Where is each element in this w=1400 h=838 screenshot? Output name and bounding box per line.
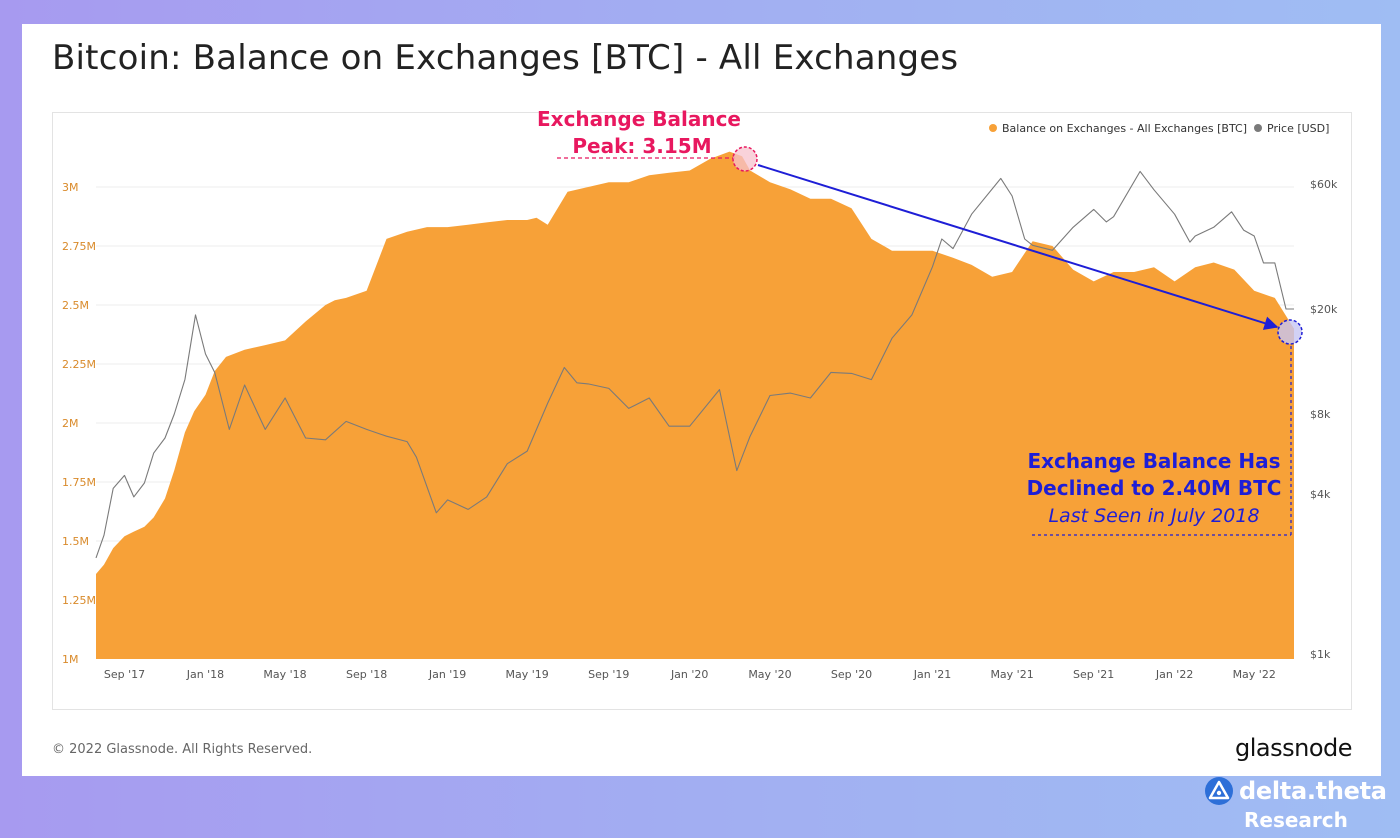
page-title: Bitcoin: Balance on Exchanges [BTC] - Al… — [52, 38, 959, 78]
x-tick-label: Sep '17 — [104, 668, 145, 681]
peak-label-line2: Peak: 3.15M — [572, 134, 711, 158]
y-left-tick-label: 2.5M — [62, 299, 89, 312]
x-tick-label: Jan '18 — [186, 668, 224, 681]
delta-theta-icon — [1205, 777, 1233, 805]
y-left-tick-label: 1.75M — [62, 476, 96, 489]
x-tick-label: Sep '19 — [588, 668, 629, 681]
legend-price-label[interactable]: Price [USD] — [1267, 122, 1329, 135]
y-right-tick-label: $8k — [1310, 408, 1331, 421]
peak-marker — [732, 146, 758, 172]
delta-theta-name: delta.theta — [1239, 777, 1387, 805]
x-tick-label: Sep '21 — [1073, 668, 1114, 681]
decline-label-line1: Exchange Balance Has — [1027, 449, 1280, 473]
decline-label-line2: Declined to 2.40M BTC — [1027, 476, 1282, 500]
y-left-tick-label: 2M — [62, 417, 79, 430]
peak-label-line1: Exchange Balance — [537, 107, 741, 131]
x-tick-label: Jan '21 — [913, 668, 951, 681]
x-tick-label: May '22 — [1233, 668, 1276, 681]
y-left-tick-label: 1.5M — [62, 535, 89, 548]
y-left-tick-label: 2.75M — [62, 240, 96, 253]
price-line — [95, 170, 1294, 559]
x-tick-label: Jan '19 — [428, 668, 466, 681]
x-tick-label: Sep '20 — [831, 668, 872, 681]
y-left-tick-label: 1M — [62, 653, 79, 666]
y-right-tick-label: $20k — [1310, 303, 1338, 316]
delta-theta-subtitle: Research — [1244, 808, 1348, 832]
y-left-tick-label: 1.25M — [62, 594, 96, 607]
x-tick-label: Jan '20 — [670, 668, 708, 681]
legend-balance-label[interactable]: Balance on Exchanges - All Exchanges [BT… — [1002, 122, 1247, 135]
x-tick-label: May '19 — [506, 668, 549, 681]
x-tick-label: May '18 — [263, 668, 306, 681]
delta-theta-research-logo: delta.theta Research — [1204, 775, 1394, 835]
x-tick-label: Jan '22 — [1155, 668, 1193, 681]
x-tick-label: Sep '18 — [346, 668, 387, 681]
x-tick-label: May '20 — [748, 668, 791, 681]
y-left-tick-label: 3M — [62, 181, 79, 194]
y-left-tick-label: 2.25M — [62, 358, 96, 371]
y-right-tick-label: $60k — [1310, 178, 1338, 191]
balance-area — [96, 151, 1294, 659]
decline-marker — [1277, 319, 1303, 345]
y-right-tick-label: $1k — [1310, 648, 1331, 661]
legend-balance-swatch[interactable] — [989, 124, 997, 132]
y-right-tick-label: $4k — [1310, 488, 1331, 501]
decline-label-line3: Last Seen in July 2018 — [1048, 505, 1259, 527]
decline-arrow — [757, 164, 1279, 330]
x-tick-label: May '21 — [990, 668, 1033, 681]
legend-price-swatch[interactable] — [1254, 124, 1262, 132]
chart-frame — [52, 112, 1352, 710]
glassnode-logo: glassnode — [1234, 734, 1353, 762]
copyright-text: © 2022 Glassnode. All Rights Reserved. — [52, 742, 313, 757]
